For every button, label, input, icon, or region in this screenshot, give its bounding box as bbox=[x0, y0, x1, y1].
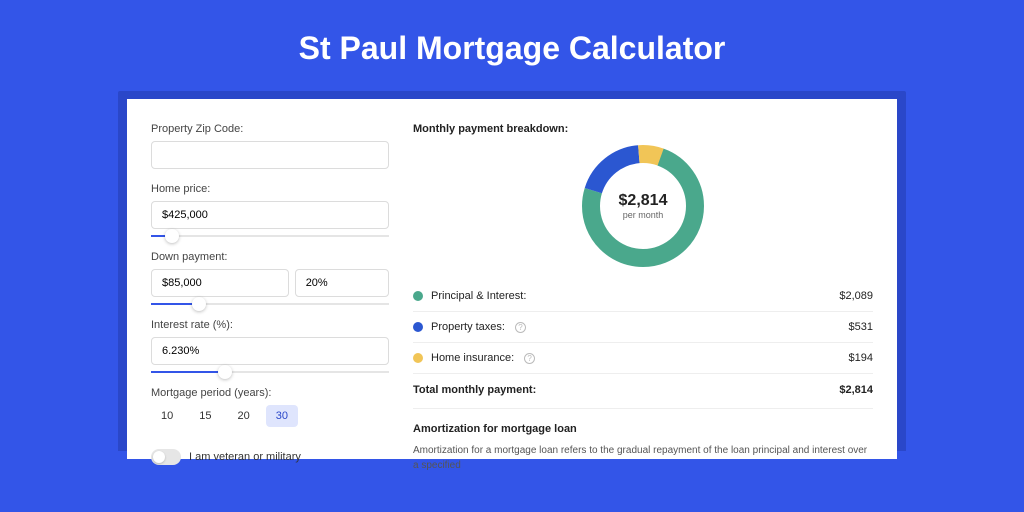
donut-per-month: per month bbox=[623, 210, 664, 220]
field-veteran: I am veteran or military bbox=[151, 449, 389, 465]
form-panel: Property Zip Code: Home price: Down paym… bbox=[151, 123, 389, 459]
total-value: $2,814 bbox=[839, 384, 873, 396]
legend-dot bbox=[413, 291, 423, 301]
legend-label: Home insurance: bbox=[431, 352, 514, 364]
legend-dot bbox=[413, 322, 423, 332]
down-payment-percent-input[interactable] bbox=[295, 269, 389, 297]
payment-donut: $2,814 per month bbox=[582, 145, 704, 267]
period-pill-20[interactable]: 20 bbox=[228, 405, 260, 427]
breakdown-panel: Monthly payment breakdown: $2,814 per mo… bbox=[413, 123, 873, 459]
donut-wrap: $2,814 per month bbox=[413, 145, 873, 267]
field-down-payment: Down payment: bbox=[151, 251, 389, 305]
zip-label: Property Zip Code: bbox=[151, 123, 389, 135]
home-price-slider[interactable] bbox=[151, 235, 389, 237]
period-pill-30[interactable]: 30 bbox=[266, 405, 298, 427]
help-icon[interactable]: ? bbox=[524, 353, 535, 364]
total-row: Total monthly payment: $2,814 bbox=[413, 374, 873, 409]
down-payment-slider-thumb[interactable] bbox=[192, 297, 206, 311]
field-home-price: Home price: bbox=[151, 183, 389, 237]
legend-value: $2,089 bbox=[839, 290, 873, 302]
period-label: Mortgage period (years): bbox=[151, 387, 389, 399]
period-pills: 10 15 20 30 bbox=[151, 405, 389, 427]
amortization-title: Amortization for mortgage loan bbox=[413, 423, 873, 435]
interest-slider-thumb[interactable] bbox=[218, 365, 232, 379]
interest-slider[interactable] bbox=[151, 371, 389, 373]
page-frame: St Paul Mortgage Calculator Property Zip… bbox=[0, 0, 1024, 512]
interest-label: Interest rate (%): bbox=[151, 319, 389, 331]
legend-dot bbox=[413, 353, 423, 363]
amortization-body: Amortization for a mortgage loan refers … bbox=[413, 443, 873, 473]
page-title: St Paul Mortgage Calculator bbox=[299, 30, 726, 67]
zip-input[interactable] bbox=[151, 141, 389, 169]
legend-row: Home insurance:? $194 bbox=[413, 343, 873, 374]
donut-center: $2,814 per month bbox=[582, 145, 704, 267]
veteran-toggle[interactable] bbox=[151, 449, 181, 465]
legend-value: $194 bbox=[849, 352, 873, 364]
field-zip: Property Zip Code: bbox=[151, 123, 389, 169]
down-payment-slider[interactable] bbox=[151, 303, 389, 305]
down-payment-label: Down payment: bbox=[151, 251, 389, 263]
home-price-input[interactable] bbox=[151, 201, 389, 229]
veteran-label: I am veteran or military bbox=[189, 451, 301, 463]
breakdown-title: Monthly payment breakdown: bbox=[413, 123, 873, 135]
total-label: Total monthly payment: bbox=[413, 384, 536, 396]
field-interest: Interest rate (%): bbox=[151, 319, 389, 373]
legend-row: Property taxes:? $531 bbox=[413, 312, 873, 343]
legend-label: Property taxes: bbox=[431, 321, 505, 333]
legend-label: Principal & Interest: bbox=[431, 290, 526, 302]
interest-input[interactable] bbox=[151, 337, 389, 365]
legend-value: $531 bbox=[849, 321, 873, 333]
donut-total: $2,814 bbox=[619, 192, 668, 210]
home-price-label: Home price: bbox=[151, 183, 389, 195]
period-pill-10[interactable]: 10 bbox=[151, 405, 183, 427]
legend-row: Principal & Interest: $2,089 bbox=[413, 281, 873, 312]
help-icon[interactable]: ? bbox=[515, 322, 526, 333]
period-pill-15[interactable]: 15 bbox=[189, 405, 221, 427]
calculator-card: Property Zip Code: Home price: Down paym… bbox=[127, 99, 897, 459]
legend: Principal & Interest: $2,089 Property taxe… bbox=[413, 281, 873, 374]
card-shadow: Property Zip Code: Home price: Down paym… bbox=[118, 91, 906, 451]
field-period: Mortgage period (years): 10 15 20 30 bbox=[151, 387, 389, 427]
home-price-slider-thumb[interactable] bbox=[165, 229, 179, 243]
down-payment-amount-input[interactable] bbox=[151, 269, 289, 297]
